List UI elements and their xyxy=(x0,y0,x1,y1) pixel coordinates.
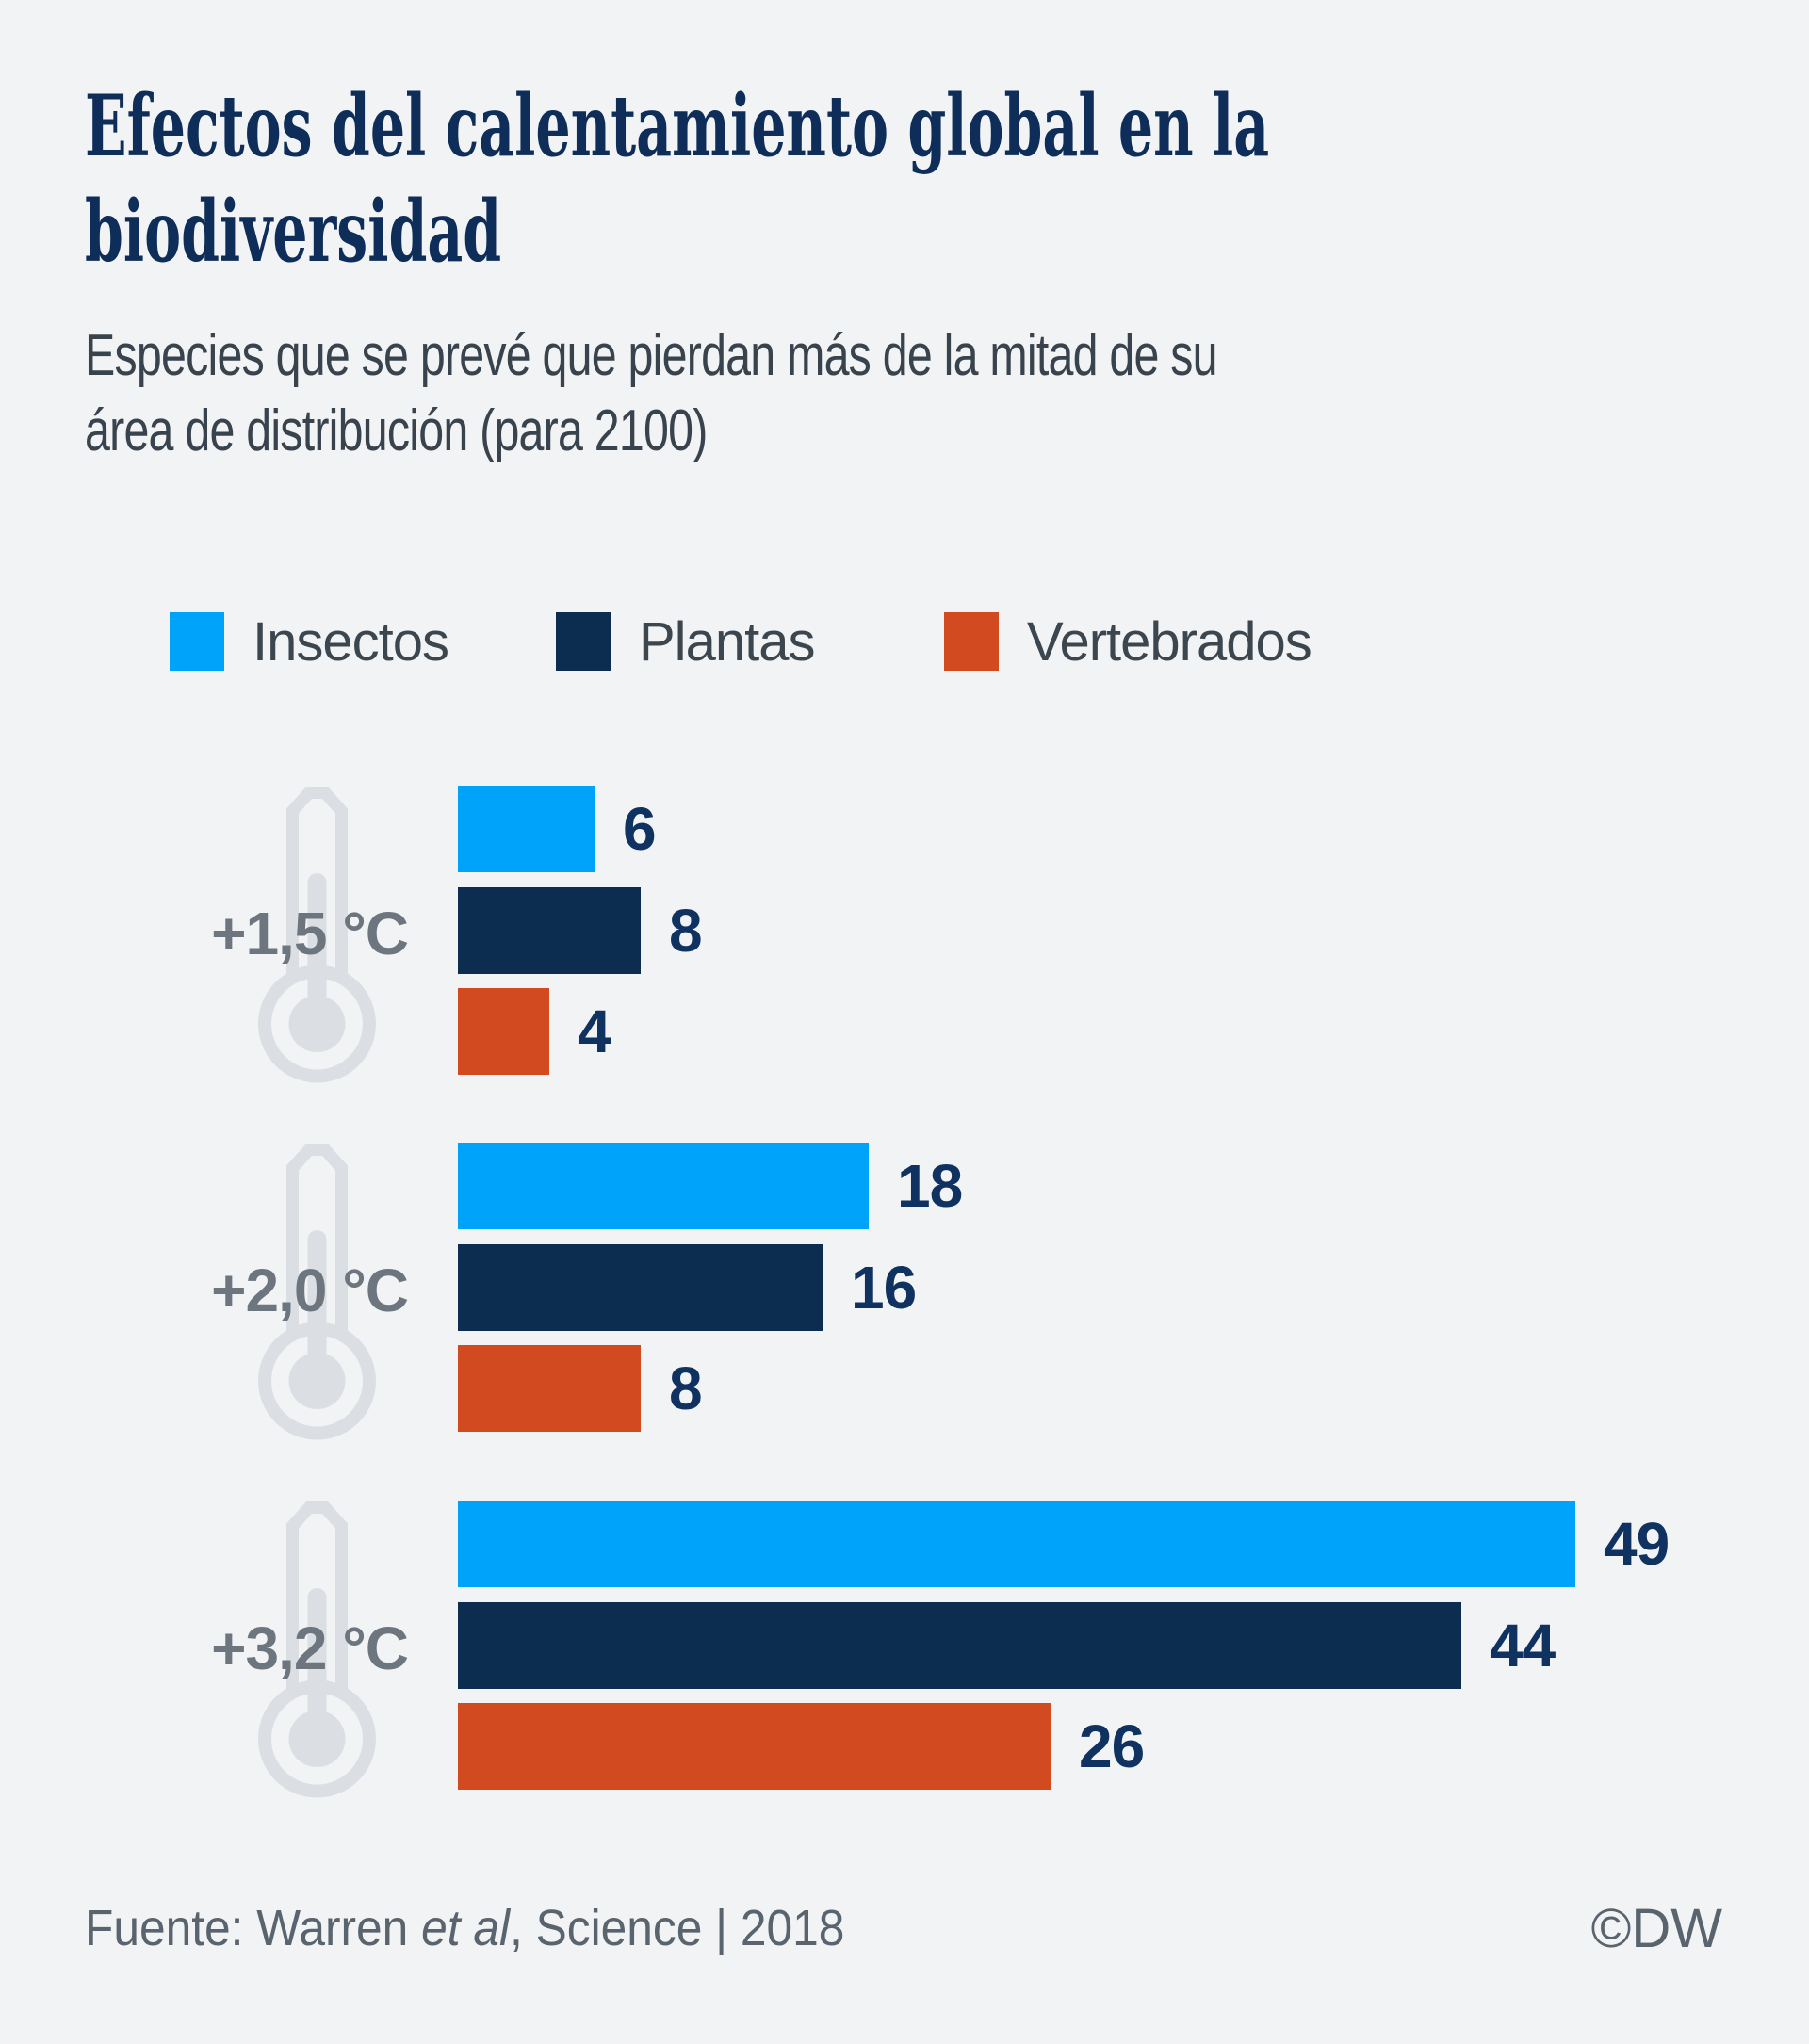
source-suffix: , Science | 2018 xyxy=(510,1900,845,1956)
legend-item-vertebrados: Vertebrados xyxy=(944,610,1312,673)
value-label-plantas-2-0-c: 16 xyxy=(851,1254,917,1322)
bar-row-vertebrados-3-2-c: 26 xyxy=(458,1703,1145,1790)
bar-plantas-3-2-c xyxy=(458,1602,1461,1689)
legend-swatch-plantas xyxy=(556,612,611,671)
thermometer-icon xyxy=(258,787,376,1083)
bar-insectos-1-5-c xyxy=(458,786,595,872)
title-line-2: biodiversidad xyxy=(85,182,502,282)
subtitle-line-1: Especies que se prevé que pierdan más de… xyxy=(85,323,1218,388)
bar-row-plantas-3-2-c: 44 xyxy=(458,1602,1556,1689)
value-label-insectos-1-5-c: 6 xyxy=(623,795,657,863)
value-label-vertebrados-3-2-c: 26 xyxy=(1079,1712,1145,1780)
value-label-vertebrados-1-5-c: 4 xyxy=(578,998,611,1065)
legend-label-insectos: Insectos xyxy=(253,610,449,673)
temperature-label-3-2-c: +3,2 °C xyxy=(211,1614,409,1682)
chart-subtitle: Especies que se prevé que pierdan más de… xyxy=(85,318,1537,469)
bar-vertebrados-2-0-c xyxy=(458,1345,641,1432)
source-text: Fuente: Warren et al, Science | 2018 xyxy=(85,1899,844,1957)
legend-item-plantas: Plantas xyxy=(556,610,815,673)
bar-row-vertebrados-2-0-c: 8 xyxy=(458,1345,703,1432)
legend-swatch-vertebrados xyxy=(944,612,999,671)
temperature-group-3-2-c: +3,2 °C 49 44 26 xyxy=(0,1501,1809,1799)
temperature-label-2-0-c: +2,0 °C xyxy=(211,1257,409,1324)
value-label-plantas-1-5-c: 8 xyxy=(669,897,703,965)
legend-label-plantas: Plantas xyxy=(639,610,815,673)
thermometer-icon xyxy=(258,1144,376,1440)
value-label-vertebrados-2-0-c: 8 xyxy=(669,1355,703,1422)
legend-swatch-insectos xyxy=(170,612,224,671)
temperature-group-1-5-c: +1,5 °C 6 8 4 xyxy=(0,786,1809,1084)
bar-row-insectos-2-0-c: 18 xyxy=(458,1143,963,1229)
thermometer-icon xyxy=(258,1501,376,1798)
temperature-label-1-5-c: +1,5 °C xyxy=(211,900,409,967)
bar-row-insectos-1-5-c: 6 xyxy=(458,786,657,872)
dw-copyright: ©DW xyxy=(1590,1898,1722,1959)
bar-plantas-2-0-c xyxy=(458,1244,823,1331)
bar-row-vertebrados-1-5-c: 4 xyxy=(458,988,611,1075)
source-prefix: Fuente: Warren xyxy=(85,1900,422,1956)
legend-item-insectos: Insectos xyxy=(170,610,449,673)
bar-plantas-1-5-c xyxy=(458,887,641,974)
bar-insectos-3-2-c xyxy=(458,1501,1575,1587)
bar-vertebrados-3-2-c xyxy=(458,1703,1051,1790)
value-label-insectos-2-0-c: 18 xyxy=(897,1152,963,1220)
subtitle-line-2: área de distribución (para 2100) xyxy=(85,398,708,463)
legend-label-vertebrados: Vertebrados xyxy=(1027,610,1312,673)
title-line-1: Efectos del calentamiento global en la xyxy=(85,76,1270,176)
value-label-insectos-3-2-c: 49 xyxy=(1604,1510,1670,1578)
temperature-group-2-0-c: +2,0 °C 18 16 8 xyxy=(0,1143,1809,1441)
source-et-al: et al xyxy=(421,1900,511,1956)
bar-vertebrados-1-5-c xyxy=(458,988,549,1075)
bar-insectos-2-0-c xyxy=(458,1143,869,1229)
bar-row-plantas-2-0-c: 16 xyxy=(458,1244,917,1331)
page-title: Efectos del calentamiento global en la b… xyxy=(85,73,1809,284)
value-label-plantas-3-2-c: 44 xyxy=(1490,1612,1556,1679)
bar-row-insectos-3-2-c: 49 xyxy=(458,1501,1670,1587)
bar-row-plantas-1-5-c: 8 xyxy=(458,887,703,974)
